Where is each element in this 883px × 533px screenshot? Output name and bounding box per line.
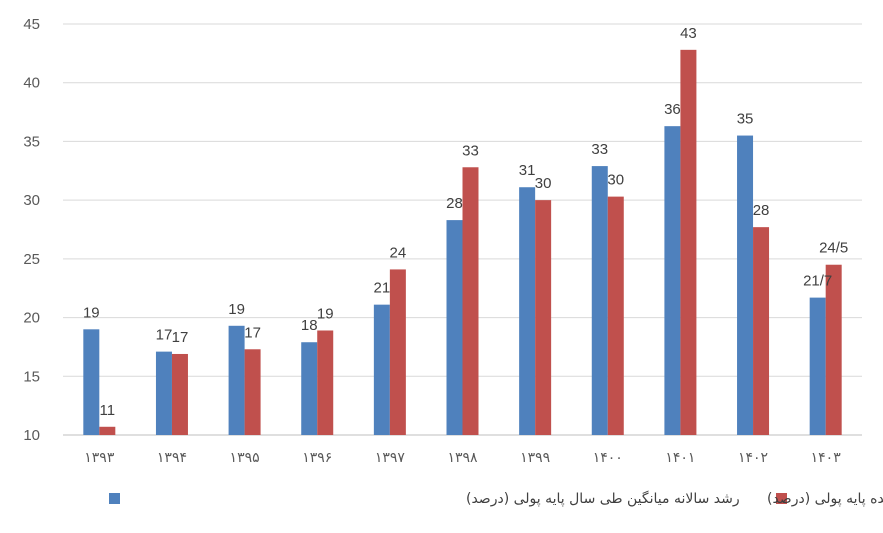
y-tick-label: 10 <box>23 427 40 444</box>
y-tick-label: 35 <box>23 133 40 150</box>
legend-swatch-2 <box>776 493 787 504</box>
bar-series-2 <box>825 264 842 435</box>
bar-series-1 <box>664 126 681 436</box>
data-label: 11 <box>100 402 116 419</box>
x-tick-label: ۱۴۰۳ <box>811 450 842 466</box>
legend-label-1: رشد سالانه میانگین طی سال پایه پولی (درص… <box>466 490 740 507</box>
x-tick-label: ۱۳۹۹ <box>520 450 550 466</box>
data-label: 19 <box>228 301 245 318</box>
bar-series-2 <box>244 349 261 435</box>
bar-series-1 <box>83 329 100 435</box>
data-label: 21 <box>374 280 391 297</box>
x-tick-label: ۱۳۹۴ <box>157 450 187 466</box>
bar-series-2 <box>535 200 552 435</box>
data-label: 19 <box>83 304 100 321</box>
data-label: 19 <box>317 305 334 322</box>
data-label: 35 <box>737 111 754 128</box>
x-tick-label: ۱۴۰۰ <box>593 450 623 466</box>
bar-series-1 <box>301 342 318 435</box>
legend-label-2: رشد سالانه مانده پایه پولی (درصد) <box>767 491 883 507</box>
data-label: 24 <box>390 244 407 261</box>
data-label: 24/5 <box>819 240 848 257</box>
x-tick-label: ۱۴۰۲ <box>738 450 768 466</box>
legend-swatch-1 <box>109 493 120 504</box>
bar-series-1 <box>446 220 463 435</box>
bar-series-2 <box>753 227 770 435</box>
y-tick-label: 20 <box>23 310 40 327</box>
bar-series-1 <box>737 135 754 436</box>
data-label: 30 <box>607 172 624 189</box>
data-label: 28 <box>753 202 770 219</box>
y-tick-label: 45 <box>23 16 40 33</box>
bar-series-2 <box>171 353 188 435</box>
data-label: 33 <box>591 141 608 158</box>
bar-series-2 <box>389 269 406 435</box>
data-label: 18 <box>301 317 318 334</box>
x-tick-label: ۱۳۹۵ <box>230 450 260 466</box>
bar-series-2 <box>462 167 479 435</box>
x-tick-label: ۱۳۹۳ <box>84 450 115 466</box>
bar-series-1 <box>809 297 826 435</box>
x-tick-label: ۱۴۰۱ <box>665 450 695 466</box>
bar-series-1 <box>155 351 172 435</box>
x-axis: ۱۳۹۳ ۱۳۹۴ ۱۳۹۵ ۱۳۹۶ ۱۳۹۷ ۱۳۹۸ ۱۳۹۹ ۱۴۰۰ ۱۴۰۱ ۱۴۰۲… <box>84 450 841 466</box>
y-tick-label: 30 <box>23 192 40 209</box>
bar-series-1 <box>228 325 245 435</box>
y-axis: 10 15 20 25 30 35 40 45 <box>23 16 40 444</box>
bar-series-1 <box>519 187 536 435</box>
bars <box>83 49 842 436</box>
data-label: 17 <box>244 324 261 341</box>
x-tick-label: ۱۳۹۷ <box>375 450 406 466</box>
data-label: 17 <box>156 327 173 344</box>
data-label: 36 <box>664 101 681 118</box>
bar-series-2 <box>607 196 624 435</box>
legend: رشد سالانه میانگین طی سال پایه پولی (درص… <box>109 490 883 507</box>
data-label: 30 <box>535 175 552 192</box>
bar-series-2 <box>680 49 697 435</box>
x-tick-label: ۱۳۹۸ <box>447 450 478 466</box>
bar-series-2 <box>99 426 116 435</box>
data-label: 28 <box>446 195 463 212</box>
data-label: 21/7 <box>803 273 832 290</box>
bar-series-1 <box>373 304 390 435</box>
y-tick-label: 15 <box>23 368 40 385</box>
data-label: 43 <box>680 25 697 42</box>
y-tick-label: 25 <box>23 251 40 268</box>
data-label: 31 <box>519 162 536 179</box>
x-tick-label: ۱۳۹۶ <box>302 450 332 466</box>
data-label: 17 <box>172 329 189 346</box>
bar-series-2 <box>317 330 334 435</box>
data-label: 33 <box>462 142 479 159</box>
y-tick-label: 40 <box>23 75 40 92</box>
bar-series-1 <box>591 166 608 436</box>
